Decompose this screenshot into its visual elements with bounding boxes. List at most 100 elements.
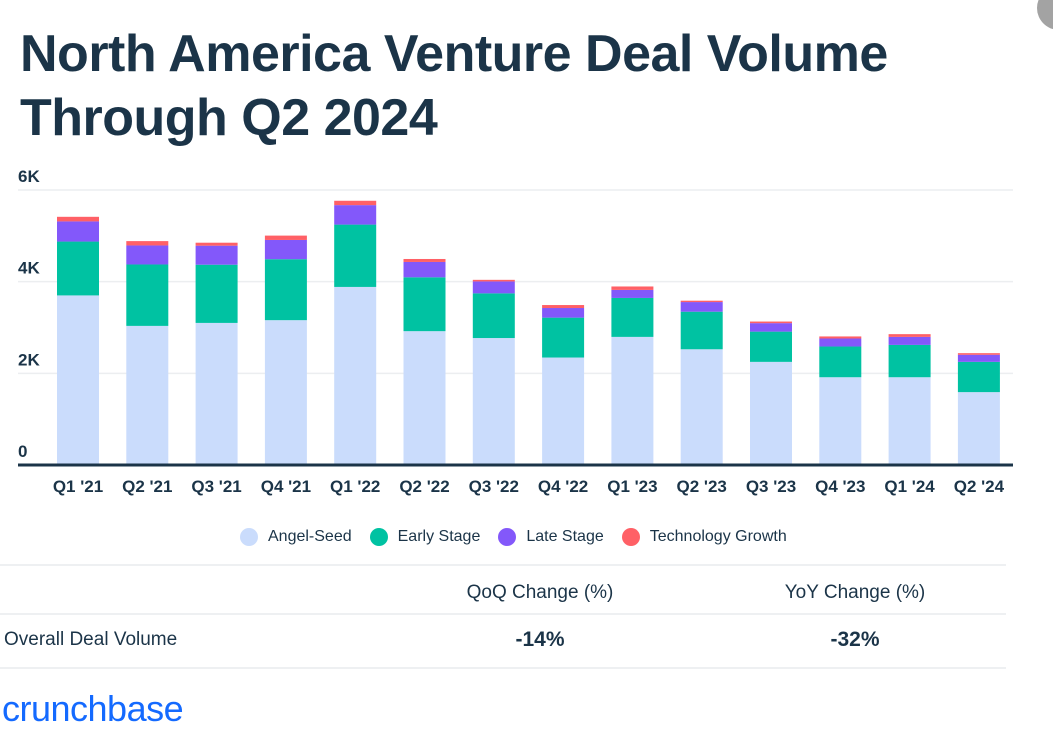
bar-segment-early-stage [126, 264, 169, 326]
bar-segment-technology-growth [57, 216, 99, 222]
bar-stack [403, 258, 446, 465]
bar-stack [126, 241, 169, 465]
bar-segment-angel-seed [403, 331, 446, 465]
bar-segment-late-stage [680, 302, 723, 312]
bar-segment-technology-growth [750, 321, 792, 324]
bar-segment-early-stage [57, 241, 99, 296]
legend-dot-icon [369, 528, 388, 546]
bar-stack [542, 305, 585, 465]
bar-segment-angel-seed [472, 338, 515, 465]
x-tick-label: Q3 '21 [191, 477, 241, 496]
bar-segment-technology-growth [680, 300, 723, 303]
bar-stack [611, 286, 654, 465]
bar-segment-technology-growth [334, 200, 377, 206]
stacked-bar-chart: 0 2K 4K 6K Q1 '21 Q2 '21 Q3 '21 Q4 '21 Q1 '22 Q2 … [18, 167, 1013, 496]
bar-segment-technology-growth [888, 334, 931, 337]
y-tick-label: 6K [18, 167, 40, 186]
bar-segment-late-stage [264, 239, 307, 260]
bar-stack [750, 321, 792, 465]
row-label: Overall Deal Volume [4, 629, 178, 650]
bar-segment-late-stage [957, 354, 1000, 362]
bar-stack [264, 235, 307, 465]
bar-segment-angel-seed [957, 392, 1000, 465]
bar-segment-early-stage [750, 331, 792, 362]
legend-item-angel-seed: Angel-Seed [240, 528, 352, 546]
legend-label: Angel-Seed [268, 528, 352, 545]
bar-segment-technology-growth [542, 305, 585, 309]
bar-segment-angel-seed [819, 377, 862, 465]
bar-stack [888, 334, 931, 465]
bar-stack [819, 336, 862, 465]
x-tick-label: Q1 '21 [53, 477, 103, 496]
bar-segment-late-stage [403, 261, 446, 278]
bar-segment-angel-seed [334, 286, 377, 465]
bar-segment-early-stage [957, 361, 1000, 393]
y-tick-label: 2K [18, 350, 40, 369]
bar-segment-late-stage [195, 245, 238, 265]
bar-segment-technology-growth [264, 235, 307, 240]
bar-segment-technology-growth [195, 242, 238, 246]
bar-segment-technology-growth [957, 353, 1000, 355]
profile-circle-fragment [1037, 0, 1053, 30]
bar-segment-early-stage [680, 311, 723, 350]
bar-segment-late-stage [472, 281, 515, 294]
column-header-qoq: QoQ Change (%) [466, 582, 614, 603]
x-tick-label: Q3 '22 [469, 477, 519, 496]
bar-segment-late-stage [542, 308, 585, 318]
bar-segment-early-stage [195, 264, 238, 323]
crunchbase-logo: crunchbase [2, 688, 184, 729]
bar-segment-early-stage [264, 259, 307, 321]
bar-segment-angel-seed [57, 295, 99, 465]
x-tick-label: Q3 '23 [746, 477, 796, 496]
bar-segment-early-stage [403, 277, 446, 332]
bar-segment-late-stage [611, 289, 654, 298]
bar-segment-angel-seed [888, 377, 931, 465]
legend-dot-icon [621, 528, 640, 546]
legend-item-early-stage: Early Stage [369, 528, 481, 546]
bar-stack [680, 300, 723, 465]
bar-segment-late-stage [750, 323, 792, 332]
x-tick-label: Q2 '21 [122, 477, 172, 496]
bar-segment-technology-growth [126, 241, 169, 246]
bar-segment-angel-seed [611, 336, 654, 465]
x-tick-label: Q4 '21 [261, 477, 311, 496]
bar-segment-technology-growth [403, 258, 446, 262]
chart-title: North America Venture Deal Volume Throug… [20, 25, 888, 147]
bar-stack [57, 216, 99, 465]
legend-label: Technology Growth [649, 528, 787, 545]
bar-segment-early-stage [819, 346, 862, 378]
bar-segment-late-stage [888, 336, 931, 345]
x-tick-label: Q4 '23 [815, 477, 865, 496]
y-tick-label: 4K [18, 259, 40, 278]
qoq-value: -14% [515, 628, 565, 651]
bar-segment-technology-growth [819, 336, 862, 339]
bar-segment-early-stage [611, 297, 654, 337]
y-tick-label: 0 [18, 442, 27, 461]
legend-item-technology-growth: Technology Growth [621, 528, 787, 546]
bar-stack [195, 242, 238, 465]
bar-stack [472, 279, 515, 465]
bar-segment-angel-seed [542, 357, 585, 465]
table-divider [0, 613, 1006, 615]
legend-dot-icon [498, 528, 517, 546]
yoy-value: -32% [830, 628, 880, 651]
x-tick-label: Q4 '22 [538, 477, 588, 496]
bar-segment-early-stage [542, 317, 585, 358]
x-tick-label: Q1 '24 [884, 477, 935, 496]
legend: Angel-Seed Early Stage Late Stage Techno… [240, 528, 805, 546]
x-tick-label: Q2 '22 [399, 477, 449, 496]
legend-item-late-stage: Late Stage [498, 528, 604, 546]
bar-segment-angel-seed [264, 320, 307, 465]
legend-label: Late Stage [526, 528, 604, 545]
bar-segment-late-stage [819, 338, 862, 347]
table-divider [0, 667, 1006, 669]
bar-stack [957, 353, 1000, 465]
column-header-yoy: YoY Change (%) [784, 582, 926, 603]
legend-label: Early Stage [397, 528, 481, 545]
bar-segment-technology-growth [611, 286, 654, 290]
bar-segment-technology-growth [472, 279, 515, 282]
x-tick-label: Q2 '23 [677, 477, 727, 496]
legend-dot-icon [240, 528, 258, 546]
bar-segment-early-stage [334, 224, 377, 287]
table-divider [0, 564, 1006, 566]
